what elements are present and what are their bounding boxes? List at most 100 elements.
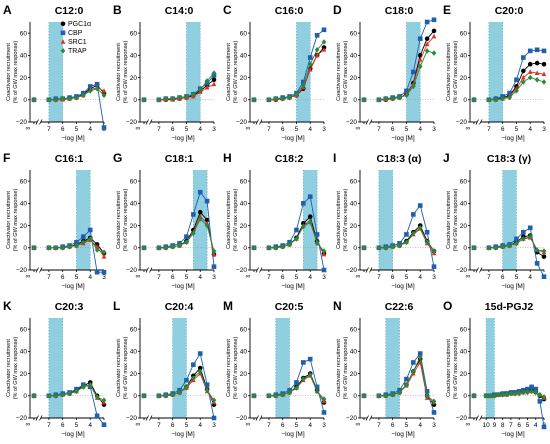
data-point bbox=[273, 244, 279, 251]
y-tick-label: 20 bbox=[130, 371, 138, 378]
axis-break-mark bbox=[369, 267, 373, 273]
y-axis-label: (% of GW max response) bbox=[453, 336, 459, 399]
panel-B: B C14:0 −20 0 20 40 60 Coactivator recruitment(… bbox=[113, 3, 217, 142]
data-point bbox=[537, 391, 543, 398]
data-point bbox=[141, 244, 147, 251]
y-tick-label: −20 bbox=[346, 267, 357, 274]
axis-break-mark bbox=[35, 415, 39, 421]
y-tick-label: 60 bbox=[20, 326, 28, 333]
x-tick-label: 6 bbox=[171, 274, 175, 281]
y-tick-label: 40 bbox=[350, 201, 358, 208]
data-point bbox=[541, 274, 547, 279]
shaded-region bbox=[378, 170, 393, 270]
data-point bbox=[67, 243, 72, 250]
panel-letter: C bbox=[223, 3, 232, 17]
x-tick-label: 7 bbox=[377, 422, 381, 429]
y-tick-label: −20 bbox=[456, 119, 467, 126]
y-tick-label: 0 bbox=[463, 97, 467, 104]
data-point bbox=[527, 74, 533, 81]
data-point bbox=[321, 410, 327, 415]
panel-G: G C18:1 −20 0 20 40 60 Coactivator recruitment(… bbox=[113, 151, 217, 290]
panel-E: E C20:0 −20 0 20 40 60 Coactivator recruitment(… bbox=[443, 3, 547, 142]
y-tick-label: 60 bbox=[460, 30, 468, 37]
y-tick-label: 40 bbox=[130, 53, 138, 60]
axis-break-mark bbox=[365, 267, 369, 273]
y-tick-label: 40 bbox=[460, 53, 468, 60]
panel-title: C12:0 bbox=[55, 5, 84, 17]
data-point bbox=[500, 95, 505, 102]
x-tick-label: 4 bbox=[528, 126, 532, 133]
y-tick-label: −20 bbox=[16, 267, 27, 274]
y-tick-label: 40 bbox=[460, 201, 468, 208]
data-point bbox=[361, 392, 367, 399]
y-tick-label: 60 bbox=[240, 326, 248, 333]
x-tick-label: 6 bbox=[391, 126, 395, 133]
data-point bbox=[431, 50, 437, 56]
data-point bbox=[404, 239, 409, 246]
data-point bbox=[87, 236, 93, 242]
x-tick-label: 6 bbox=[61, 126, 65, 133]
data-point bbox=[529, 388, 534, 395]
panel-letter: L bbox=[113, 299, 120, 313]
y-tick-label: 60 bbox=[20, 30, 28, 37]
data-point bbox=[101, 397, 107, 404]
data-point bbox=[60, 391, 65, 398]
data-point bbox=[287, 94, 292, 101]
y-tick-label: 40 bbox=[350, 349, 358, 356]
data-point bbox=[541, 48, 547, 54]
axis-break-mark bbox=[149, 267, 153, 273]
x-tick-label: 3 bbox=[212, 274, 216, 281]
x-tick-label: 6 bbox=[501, 126, 505, 133]
data-point bbox=[483, 392, 489, 399]
x-tick-label: 7 bbox=[157, 274, 161, 281]
x-axis-label: −log [M] bbox=[391, 283, 414, 290]
data-point bbox=[204, 222, 210, 229]
axis-break-mark bbox=[259, 415, 263, 421]
data-point bbox=[397, 389, 402, 396]
data-point bbox=[314, 33, 320, 38]
data-point bbox=[101, 88, 107, 93]
y-axis-label: (% of GW max response) bbox=[233, 188, 239, 251]
shaded-region bbox=[48, 22, 63, 122]
x-tick-label: 4 bbox=[418, 274, 422, 281]
axis-break-mark bbox=[255, 415, 259, 421]
y-tick-label: 60 bbox=[130, 30, 138, 37]
x-axis-label: −log [M] bbox=[391, 431, 414, 438]
y-tick-label: 60 bbox=[20, 178, 28, 185]
x-tick-label: 3 bbox=[432, 126, 436, 133]
y-tick-label: 0 bbox=[133, 245, 137, 252]
panel-D: D C18:0 −20 0 20 40 60 Coactivator recruitment(… bbox=[333, 3, 437, 142]
axis-break-mark bbox=[475, 119, 479, 125]
panel-title: C16:1 bbox=[55, 153, 84, 165]
axis-break-mark bbox=[479, 119, 483, 125]
data-point bbox=[31, 96, 37, 103]
data-point bbox=[537, 399, 543, 404]
data-point bbox=[101, 125, 107, 130]
data-point bbox=[74, 242, 79, 249]
y-axis-label: (% of GW max response) bbox=[123, 336, 129, 399]
x-infinity-label: ∞ bbox=[356, 125, 361, 132]
data-point bbox=[397, 94, 402, 101]
panel-letter: B bbox=[113, 3, 122, 17]
data-point bbox=[307, 61, 313, 68]
data-point bbox=[280, 243, 285, 250]
data-point bbox=[204, 382, 210, 387]
data-point bbox=[87, 381, 93, 388]
data-point bbox=[533, 386, 539, 392]
y-axis-label: (% of GW max response) bbox=[453, 40, 459, 103]
data-point bbox=[500, 391, 505, 398]
data-point bbox=[417, 57, 423, 62]
data-point bbox=[527, 69, 533, 74]
shaded-region bbox=[48, 318, 63, 418]
data-point bbox=[404, 376, 409, 382]
x-tick-label: 8 bbox=[501, 422, 505, 429]
data-point bbox=[87, 88, 93, 94]
data-point bbox=[514, 236, 519, 242]
data-point bbox=[294, 385, 299, 391]
axis-break-mark bbox=[259, 267, 263, 273]
data-point bbox=[101, 249, 107, 256]
x-tick-label: 4 bbox=[198, 274, 202, 281]
panel-letter: I bbox=[333, 151, 336, 165]
y-tick-label: −20 bbox=[16, 119, 27, 126]
